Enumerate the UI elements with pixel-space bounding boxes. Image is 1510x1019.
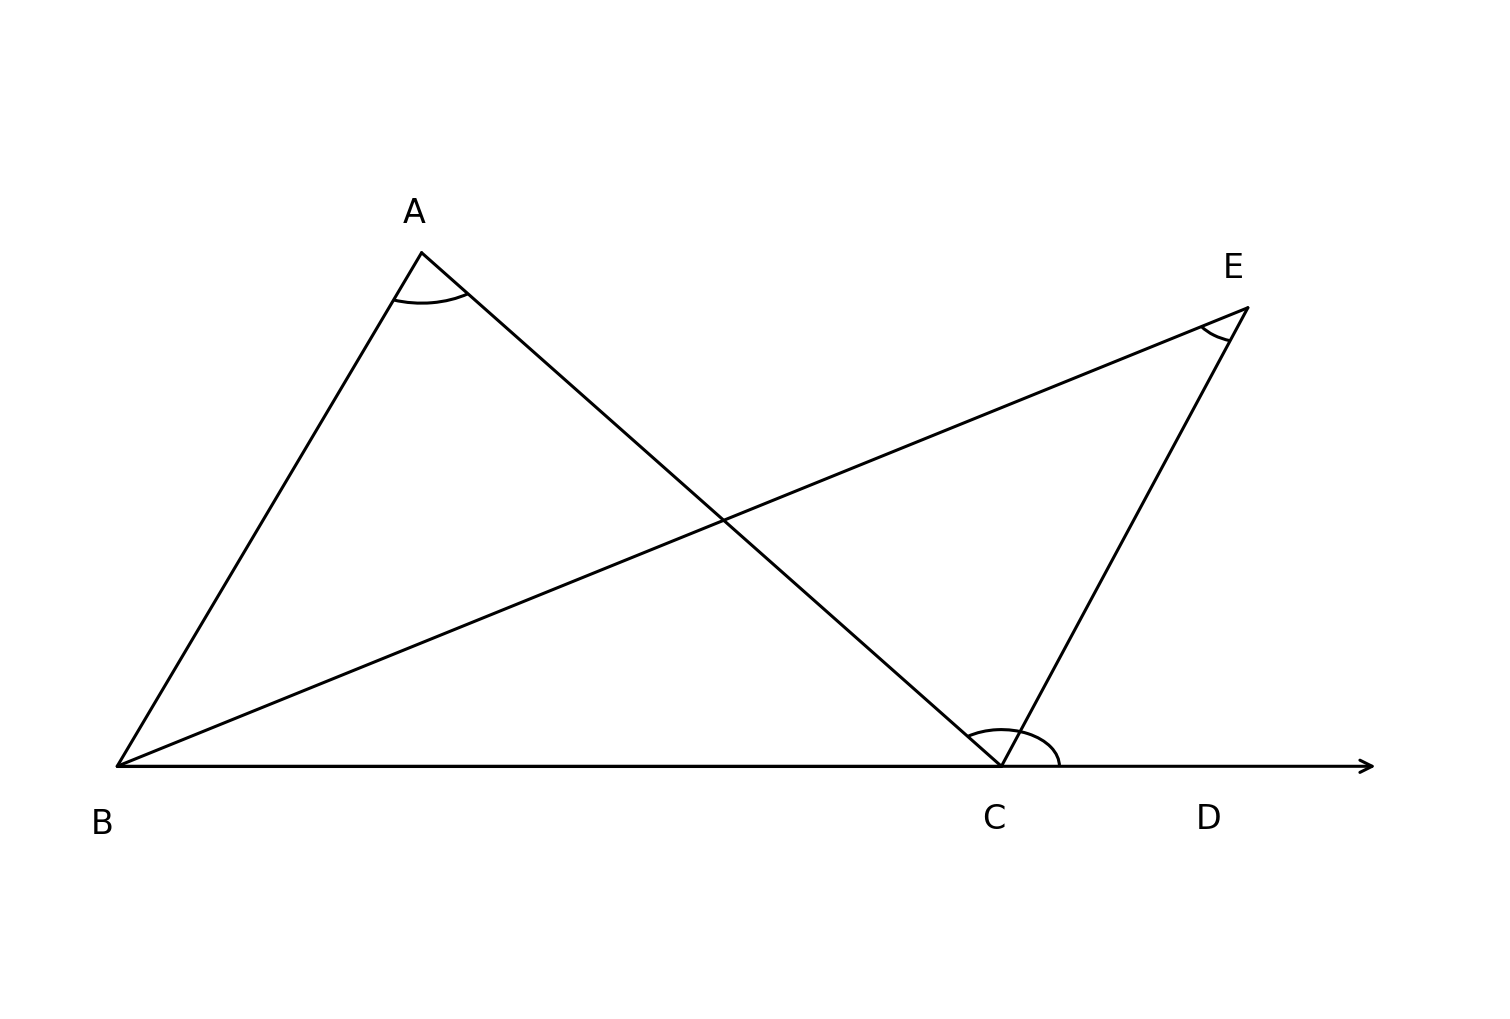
Text: D: D	[1196, 803, 1222, 836]
Text: A: A	[403, 197, 426, 230]
Text: B: B	[91, 807, 115, 841]
Text: C: C	[983, 803, 1006, 836]
Text: E: E	[1223, 252, 1244, 285]
